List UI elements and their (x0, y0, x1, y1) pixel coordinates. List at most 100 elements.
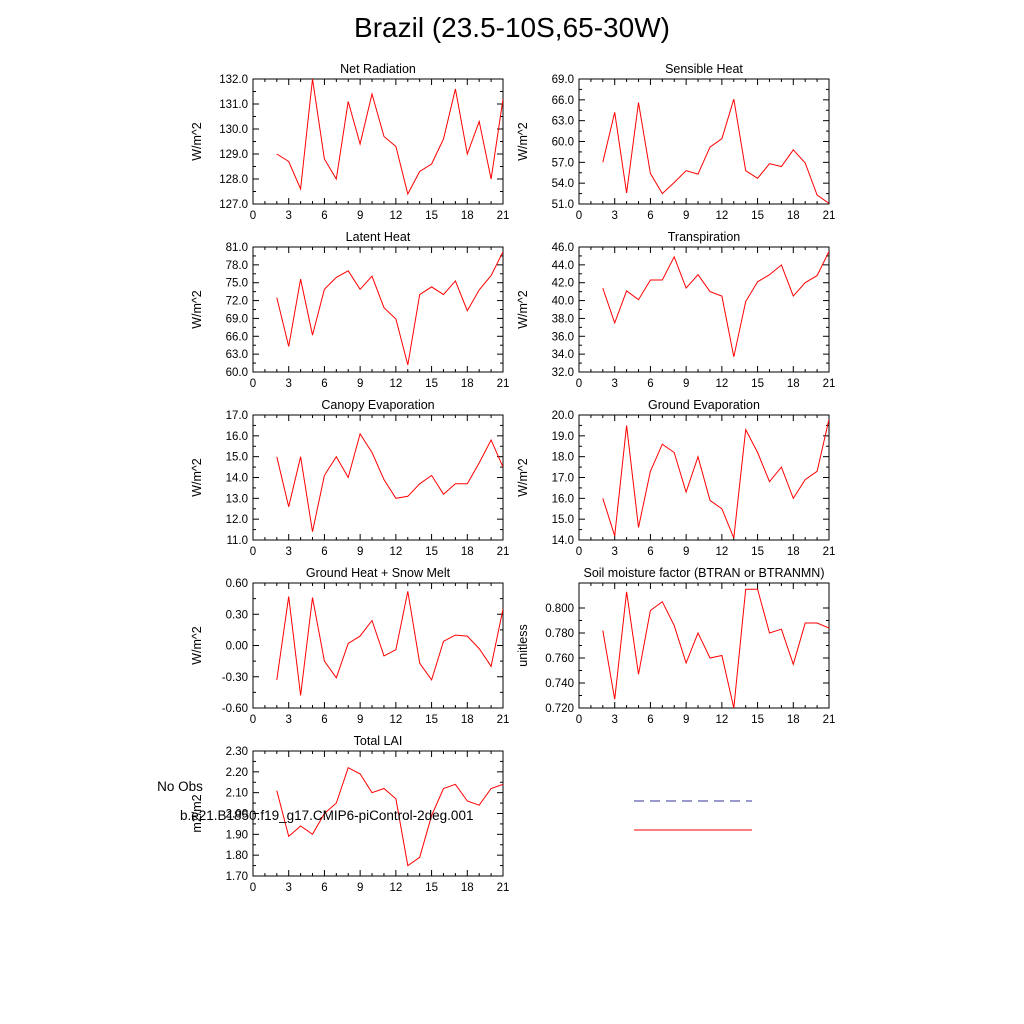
panel-9: Total LAI m2/m2 0 3 6 9 12 15 18 21 1.70 1.80 1.90 2.… (190, 734, 509, 894)
y-tick-label: 60.0 (552, 137, 574, 149)
x-tick-label: 0 (250, 378, 256, 390)
y-tick-label: 131.0 (219, 99, 248, 111)
x-tick-label: 0 (250, 210, 256, 222)
y-tick-label: 63.0 (552, 116, 574, 128)
x-tick-label: 15 (425, 882, 438, 894)
y-tick-label: 0.780 (545, 628, 574, 640)
y-tick-label: 19.0 (552, 431, 574, 443)
y-axis-label: W/m^2 (516, 290, 530, 329)
plot-frame (252, 414, 504, 541)
x-tick-label: 15 (751, 714, 764, 726)
y-axis-label: W/m^2 (190, 122, 204, 161)
x-tick-label: 6 (647, 210, 653, 222)
y-tick-label: 0.760 (545, 653, 574, 665)
x-tick-label: 9 (357, 546, 363, 558)
x-tick-label: 12 (389, 210, 402, 222)
y-tick-label: 36.0 (552, 331, 574, 343)
x-tick-label: 9 (683, 210, 689, 222)
y-axis-label: W/m^2 (516, 122, 530, 161)
y-tick-label: 46.0 (552, 242, 574, 254)
y-tick-label: 0.720 (545, 703, 574, 715)
x-tick-label: 0 (576, 210, 582, 222)
panel-8: Soil moisture factor (BTRAN or BTRANMN) u… (516, 566, 835, 726)
plot-frame (252, 246, 504, 373)
panel-3: Latent Heat W/m^2 0 3 6 9 12 15 18 21 60.0 63.0 66.0… (190, 230, 509, 390)
y-tick-label: 0.740 (545, 678, 574, 690)
y-tick-label: 12.0 (226, 514, 248, 526)
y-tick-label: 14.0 (226, 473, 248, 485)
y-tick-label: 0.30 (226, 609, 248, 621)
x-tick-label: 0 (576, 714, 582, 726)
x-tick-label: 21 (497, 210, 510, 222)
x-tick-label: 12 (389, 882, 402, 894)
y-tick-label: 69.0 (552, 74, 574, 86)
y-tick-label: 2.20 (226, 767, 248, 779)
x-tick-label: 0 (250, 882, 256, 894)
x-tick-label: 21 (497, 378, 510, 390)
x-tick-label: 12 (389, 378, 402, 390)
x-tick-label: 12 (715, 546, 728, 558)
x-tick-label: 15 (425, 210, 438, 222)
x-tick-label: 21 (823, 210, 836, 222)
x-tick-label: 15 (425, 546, 438, 558)
y-tick-label: 44.0 (552, 260, 574, 272)
x-tick-label: 3 (286, 546, 292, 558)
y-tick-label: 16.0 (226, 431, 248, 443)
y-tick-label: 42.0 (552, 278, 574, 290)
y-tick-label: 66.0 (226, 331, 248, 343)
y-tick-label: 18.0 (552, 452, 574, 464)
y-tick-label: 16.0 (552, 493, 574, 505)
x-tick-label: 21 (823, 714, 836, 726)
x-tick-label: 18 (461, 546, 474, 558)
x-tick-label: 15 (751, 546, 764, 558)
series-line (276, 79, 503, 196)
x-tick-label: 18 (787, 378, 800, 390)
panel-5: Canopy Evaporation W/m^2 0 3 6 9 12 15 18 21 11.0 1… (190, 398, 509, 558)
x-tick-label: 6 (321, 882, 327, 894)
series-line (276, 251, 503, 366)
y-tick-label: 1.80 (226, 850, 248, 862)
x-tick-label: 3 (612, 714, 618, 726)
x-tick-label: 15 (751, 210, 764, 222)
x-tick-label: 9 (357, 882, 363, 894)
y-tick-label: 17.0 (226, 410, 248, 422)
y-tick-label: 69.0 (226, 313, 248, 325)
series-line (276, 432, 503, 532)
series-line (602, 419, 829, 539)
x-tick-label: 9 (683, 714, 689, 726)
x-tick-label: 0 (250, 714, 256, 726)
panel-title: Ground Heat + Snow Melt (306, 566, 451, 580)
x-tick-label: 6 (647, 546, 653, 558)
y-tick-label: 130.0 (219, 124, 248, 136)
x-tick-label: 0 (576, 378, 582, 390)
x-tick-label: 15 (425, 378, 438, 390)
x-tick-label: 18 (461, 210, 474, 222)
panel-title: Ground Evaporation (648, 398, 760, 412)
panel-title: Canopy Evaporation (321, 398, 434, 412)
x-tick-label: 21 (823, 546, 836, 558)
x-tick-label: 18 (787, 210, 800, 222)
y-tick-label: 81.0 (226, 242, 248, 254)
y-tick-label: 14.0 (552, 535, 574, 547)
y-tick-label: 15.0 (226, 452, 248, 464)
y-tick-label: 0.800 (545, 603, 574, 615)
x-tick-label: 6 (321, 210, 327, 222)
x-tick-label: 21 (497, 546, 510, 558)
plot-frame (578, 78, 830, 205)
y-tick-label: 20.0 (552, 410, 574, 422)
y-tick-label: 15.0 (552, 514, 574, 526)
y-tick-label: 66.0 (552, 95, 574, 107)
x-tick-label: 9 (683, 378, 689, 390)
panel-7: Ground Heat + Snow Melt W/m^2 0 3 6 9 12 15 18 21… (190, 566, 509, 726)
x-tick-label: 18 (787, 714, 800, 726)
y-axis-label: W/m^2 (516, 458, 530, 497)
y-tick-label: 57.0 (552, 157, 574, 169)
y-tick-label: 63.0 (226, 349, 248, 361)
figure-title: Brazil (23.5-10S,65-30W) (354, 12, 670, 43)
panel-title: Net Radiation (340, 62, 416, 76)
x-tick-label: 12 (715, 714, 728, 726)
series-line (602, 588, 829, 708)
y-tick-label: -0.30 (222, 672, 248, 684)
y-tick-label: 0.00 (226, 641, 248, 653)
